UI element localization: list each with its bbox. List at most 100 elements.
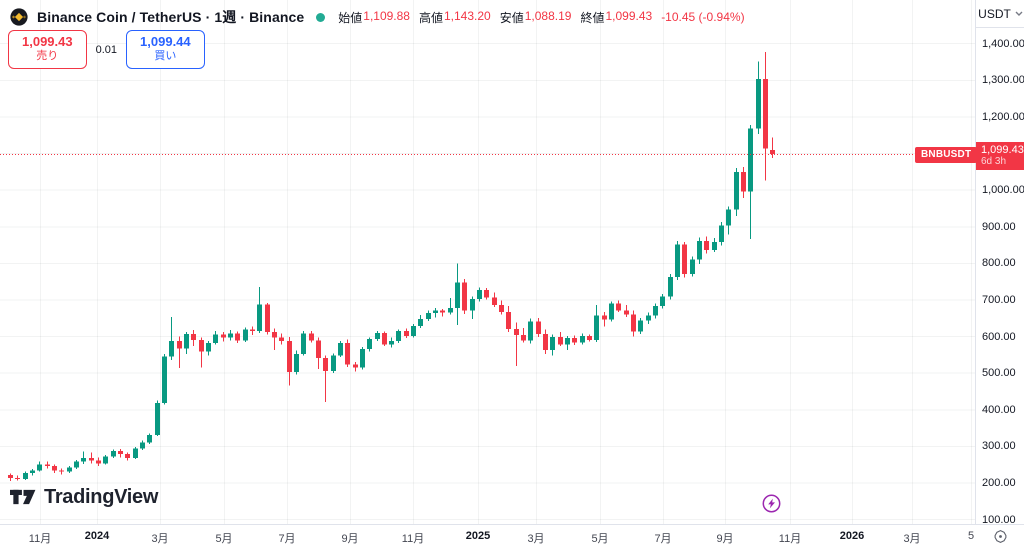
- candle-body: [316, 340, 321, 359]
- candle-body: [294, 353, 299, 372]
- time-axis-month-label: 11月: [401, 533, 425, 545]
- axis-settings-gear-icon[interactable]: [989, 528, 1011, 544]
- watermark-text: TradingView: [44, 485, 159, 508]
- trade-buttons: 1,099.43 売り 0.01 1,099.44 買い: [8, 30, 205, 69]
- candle-body: [360, 349, 365, 368]
- candle-body: [470, 298, 475, 311]
- candle-body: [418, 319, 423, 326]
- high-label: 高値: [418, 10, 443, 25]
- candle-body: [499, 304, 504, 313]
- close-value: 1,099.43: [605, 8, 653, 23]
- event-lightning-badge-icon[interactable]: [762, 494, 781, 518]
- low-label: 安値: [499, 10, 524, 25]
- candle-body: [375, 332, 380, 340]
- time-axis-month-label: 9月: [716, 533, 734, 545]
- chevron-down-icon: [1015, 11, 1023, 16]
- time-axis-year-label: 2026: [839, 530, 865, 542]
- candle-body: [748, 128, 753, 192]
- time-axis-year-label: 2025: [465, 530, 491, 542]
- candle-body: [396, 331, 401, 342]
- candle-body: [440, 310, 445, 313]
- open-value: 1,109.88: [363, 8, 410, 23]
- currency-dropdown[interactable]: USDT: [976, 0, 1024, 28]
- candle-body: [726, 209, 731, 226]
- candle-body: [367, 339, 372, 350]
- price-line-symbol-tag: BNBUSDT: [915, 146, 978, 163]
- candle-body: [719, 225, 724, 242]
- candle-body: [741, 172, 746, 192]
- candle-body: [221, 334, 226, 338]
- candle-body: [660, 296, 665, 306]
- low-value: 1,088.19: [524, 8, 572, 23]
- candle-body: [250, 329, 255, 331]
- candle-body: [543, 334, 548, 351]
- candle-body: [287, 341, 292, 372]
- candle-body: [455, 282, 460, 309]
- candle-body: [52, 465, 57, 471]
- candle-body: [23, 473, 28, 480]
- candle-body: [184, 334, 189, 349]
- currency-label: USDT: [978, 6, 1011, 21]
- last-price-box: 1,099.43 6d 3h: [976, 141, 1024, 170]
- candle-body: [228, 333, 233, 338]
- sell-button[interactable]: 1,099.43 売り: [8, 30, 87, 69]
- time-axis-month-label: 9月: [341, 533, 359, 545]
- candle-body: [191, 334, 196, 340]
- candle-body: [206, 342, 211, 352]
- candle-body: [682, 244, 687, 275]
- candle-body: [631, 314, 636, 332]
- candle-body: [257, 304, 262, 331]
- binance-coin-logo-icon: [10, 8, 28, 26]
- candle-body: [272, 331, 277, 338]
- last-price-value: 1,099.43: [981, 143, 1024, 156]
- candle-body: [389, 341, 394, 345]
- time-axis[interactable]: 11月 2024 3月 5月 7月 9月 11月 2025 3月 5月 7月 9月 11月 2026 3月 5: [0, 524, 1024, 546]
- candle-body: [704, 241, 709, 250]
- buy-button[interactable]: 1,099.44 買い: [126, 30, 205, 69]
- time-axis-month-label: 11月: [28, 533, 52, 545]
- candle-body: [15, 477, 20, 480]
- bar-countdown: 6d 3h: [981, 156, 1007, 168]
- sell-label: 売り: [36, 50, 59, 63]
- candle-body: [616, 303, 621, 311]
- buy-label: 買い: [154, 50, 177, 63]
- candle-body: [323, 358, 328, 372]
- tradingview-watermark: TradingView: [10, 485, 158, 509]
- candle-body: [756, 78, 761, 129]
- candle-body: [118, 450, 123, 455]
- time-axis-month-label: 5: [967, 530, 975, 542]
- candle-body: [587, 336, 592, 340]
- price-axis[interactable]: USDT 1,099.43 6d 3h 1,400.00 1,300.00 1,20…: [975, 0, 1024, 526]
- candle-body: [484, 290, 489, 298]
- candle-body: [675, 244, 680, 277]
- price-axis-label: 200.00: [982, 477, 1016, 490]
- candle-body: [177, 341, 182, 349]
- candle-body: [638, 320, 643, 332]
- candle-body: [30, 470, 35, 474]
- time-axis-month-label: 3月: [527, 533, 545, 545]
- time-axis-month-label: 3月: [151, 533, 169, 545]
- candle-body: [492, 297, 497, 305]
- candle-body: [770, 149, 775, 154]
- high-value: 1,143.20: [444, 8, 491, 23]
- candle-body: [147, 435, 152, 443]
- candle-body: [536, 321, 541, 335]
- candle-body: [382, 332, 387, 345]
- close-label: 終値: [580, 10, 605, 25]
- candle-body: [426, 312, 431, 320]
- price-axis-label: 100.00: [982, 513, 1016, 526]
- candle-body: [133, 448, 138, 458]
- candle-body: [125, 454, 130, 458]
- candle-body: [477, 290, 482, 299]
- candle-body: [353, 364, 358, 368]
- candle-body: [199, 339, 204, 352]
- buy-price: 1,099.44: [140, 34, 191, 49]
- candle-body: [528, 321, 533, 341]
- candle-body: [103, 456, 108, 464]
- time-axis-month-label: 5月: [591, 533, 609, 545]
- open-label: 始値: [338, 10, 363, 25]
- price-axis-label: 1,300.00: [982, 74, 1024, 87]
- candle-body: [338, 343, 343, 356]
- symbol-title[interactable]: Binance Coin / TetherUS · 1週 · Binance: [37, 9, 305, 25]
